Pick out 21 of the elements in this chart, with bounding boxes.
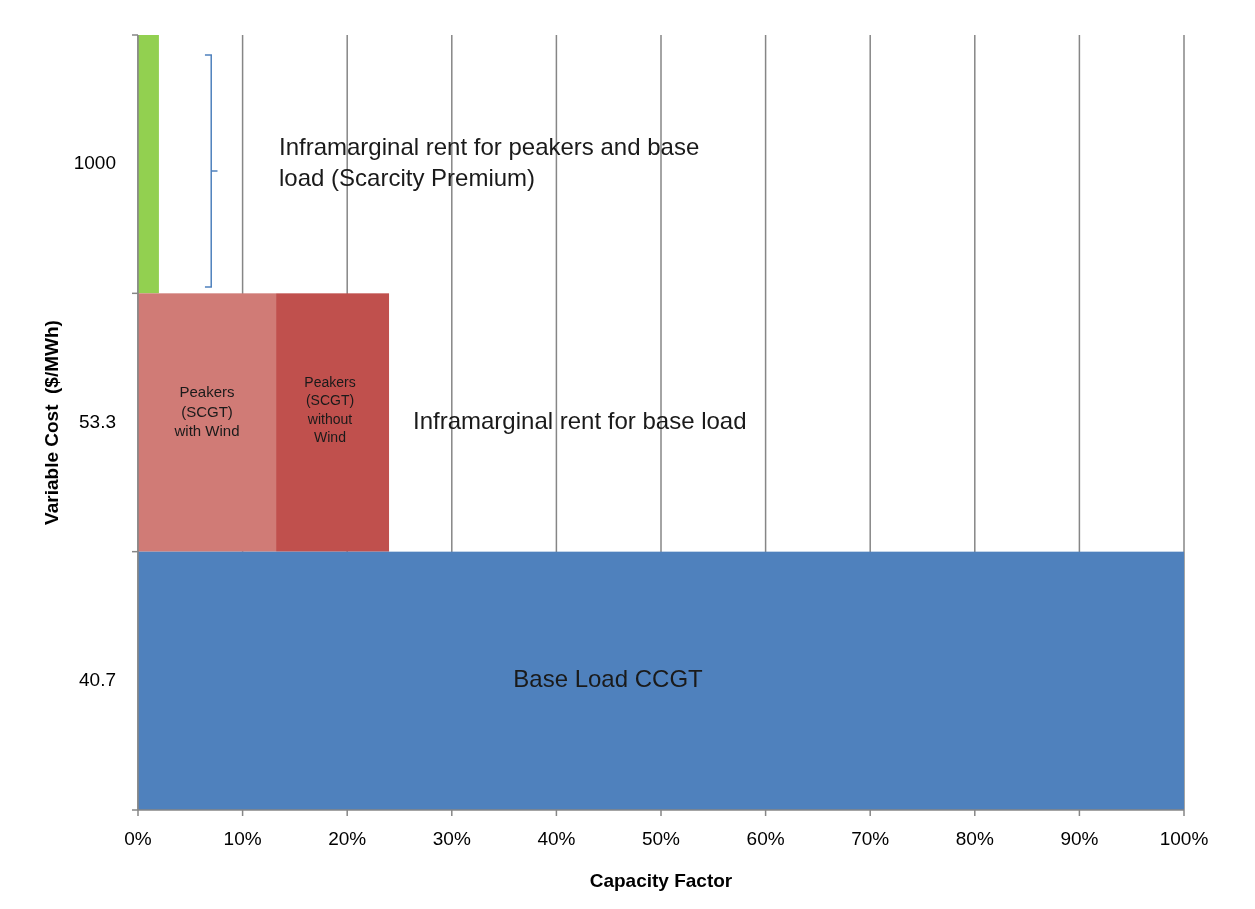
x-tick-label: 50% <box>641 828 681 849</box>
x-axis-title: Capacity Factor <box>589 870 733 891</box>
x-tick-label: 60% <box>746 828 785 849</box>
y-axis-title: Variable Cost ($/MWh) <box>41 320 62 525</box>
annotation: Peakers (SCGT) without Wind <box>304 373 356 445</box>
annotation: Inframarginal rent for peakers and base load (Scarcity Premium) <box>279 132 700 192</box>
x-tick-label: 100% <box>1159 828 1209 849</box>
x-tick-label: 70% <box>851 828 890 849</box>
x-tick-label: 90% <box>1060 828 1099 849</box>
x-tick-label: 80% <box>955 828 994 849</box>
x-tick-label: 0% <box>124 828 152 849</box>
x-tick-label: 30% <box>432 828 471 849</box>
x-tick-label: 40% <box>537 828 576 849</box>
annotation: Base Load CCGT <box>513 665 704 693</box>
annotation: Inframarginal rent for base load <box>413 406 747 434</box>
x-tick-label: 10% <box>223 828 262 849</box>
y-tick-label: 40.7 <box>79 668 116 690</box>
y-tick-label: 1000 <box>73 152 116 174</box>
annotation: Peakers (SCGT) with Wind <box>173 382 240 439</box>
y-tick-label: 53.3 <box>79 410 116 432</box>
x-tick-label: 20% <box>328 828 367 849</box>
